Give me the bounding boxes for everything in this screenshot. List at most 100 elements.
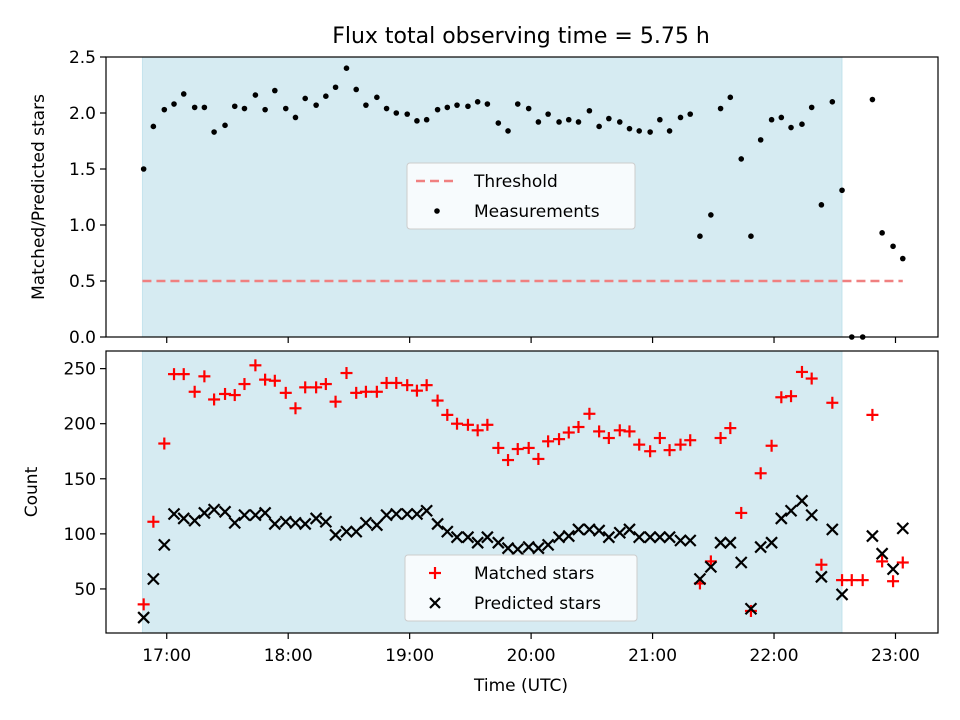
predicted-star-point	[329, 528, 342, 542]
matched-star-point	[887, 575, 900, 588]
predicted-star-point	[744, 602, 758, 616]
count-legend: Matched stars Predicted stars	[404, 554, 638, 622]
predicted-star-point	[815, 570, 828, 584]
measurement-point	[343, 65, 350, 71]
predicted-star-point	[653, 530, 667, 544]
measurement-point	[545, 111, 551, 117]
matched-star-point	[492, 441, 505, 454]
legend-threshold-label: Threshold	[473, 172, 558, 192]
measurement-point	[272, 87, 278, 94]
matched-star-point	[653, 432, 666, 445]
matched-star-point	[633, 438, 646, 451]
measurement-point	[484, 101, 491, 107]
measurement-point	[222, 122, 228, 129]
matched-star-point	[441, 408, 454, 421]
matched-star-point	[188, 385, 201, 398]
predicted-star-point	[775, 512, 788, 525]
matched-star-point	[158, 437, 171, 450]
matched-star-point	[522, 441, 535, 454]
measurement-point	[677, 114, 684, 121]
measurement-point	[180, 91, 187, 97]
measurement-point	[596, 123, 602, 130]
measurement-point	[606, 115, 612, 122]
matched-star-point	[451, 417, 464, 430]
measurement-point	[657, 116, 663, 123]
predicted-star-point	[734, 556, 748, 569]
predicted-star-point	[461, 530, 475, 544]
measurement-point	[879, 230, 885, 236]
predicted-star-point	[431, 517, 444, 531]
y-tick-label: 50	[74, 580, 96, 600]
predicted-star-point	[724, 536, 737, 549]
predicted-star-point	[359, 516, 373, 530]
y-tick-label: 1.5	[69, 160, 96, 180]
matched-star-point	[744, 604, 757, 617]
predicted-star-point	[693, 572, 707, 586]
predicted-star-point	[602, 530, 616, 544]
measurement-point	[171, 101, 177, 107]
predicted-star-point	[896, 522, 910, 535]
predicted-star-point	[137, 611, 150, 624]
predicted-star-point	[886, 562, 900, 576]
measurement-point	[414, 118, 420, 124]
predicted-star-point	[249, 508, 262, 522]
ratio-axes-frame	[105, 56, 939, 338]
measurement-point	[636, 128, 643, 134]
matched-star-point	[299, 381, 312, 394]
matched-star-point	[815, 558, 828, 571]
legend-predicted-swatch	[429, 597, 441, 609]
matched-star-point	[714, 432, 727, 445]
matched-star-point	[553, 433, 566, 446]
legend-matched-swatch	[429, 567, 441, 579]
predicted-star-point	[207, 503, 221, 516]
predicted-star-point	[218, 505, 232, 519]
predicted-star-point	[875, 547, 889, 560]
matched-star-point	[319, 378, 332, 391]
predicted-star-point	[390, 507, 403, 521]
measurement-point	[393, 110, 400, 116]
measurement-point	[292, 114, 299, 121]
matched-star-point	[572, 421, 585, 434]
matched-star-point	[613, 424, 626, 437]
predicted-star-point	[298, 517, 312, 531]
measurement-point	[201, 104, 208, 111]
matched-star-point	[310, 381, 323, 394]
measurement-point	[465, 103, 471, 110]
measurement-point	[525, 105, 532, 112]
predicted-star-point	[714, 536, 727, 549]
matched-star-point	[674, 438, 687, 451]
measurement-point	[890, 243, 896, 250]
matched-star-point	[663, 444, 676, 457]
measurement-point	[374, 94, 380, 101]
measurement-point	[666, 128, 673, 134]
measurement-point	[211, 129, 217, 135]
matched-star-point	[177, 368, 190, 381]
measurement-point	[717, 105, 724, 112]
matched-star-point	[795, 365, 808, 378]
x-tick-label: 17:00	[142, 646, 191, 666]
legend-measurements-label: Measurements	[474, 202, 600, 222]
matched-star-point	[249, 359, 262, 372]
matched-star-point	[137, 598, 150, 611]
predicted-star-point	[643, 530, 657, 544]
measurement-point	[829, 99, 836, 105]
measurement-point	[434, 106, 441, 113]
matched-star-point	[583, 407, 596, 420]
measurement-point	[626, 125, 633, 132]
predicted-star-point	[340, 525, 353, 538]
matched-star-point	[724, 422, 737, 435]
measurement-point	[808, 104, 815, 111]
measurement-point	[332, 84, 339, 91]
measurement-point	[191, 104, 198, 111]
predicted-star-point	[492, 536, 505, 549]
matched-star-point	[238, 378, 251, 391]
predicted-star-point	[674, 534, 687, 547]
matched-star-point	[805, 372, 818, 385]
predicted-star-point	[450, 530, 464, 544]
y-tick-label: 250	[64, 360, 96, 380]
measurement-point	[708, 212, 714, 218]
predicted-star-point	[784, 504, 798, 518]
count-y-axis-label: Count	[22, 466, 42, 517]
predicted-star-point	[147, 572, 160, 586]
matched-star-point	[359, 385, 372, 398]
